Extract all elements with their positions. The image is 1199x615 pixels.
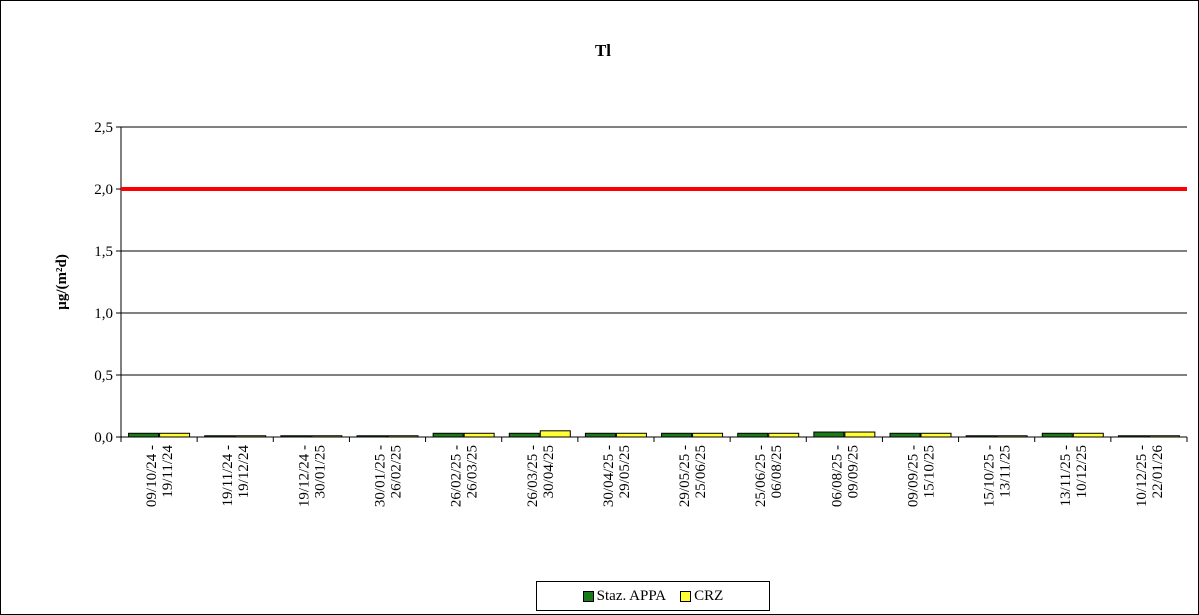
bar-crz-11 [996, 435, 1028, 438]
x-tick-label-7: 29/05/25 -25/06/25 [677, 445, 709, 507]
y-tick-label-1: 0,5 [94, 368, 113, 384]
bar-staz-appa-5 [508, 432, 540, 438]
legend-label-crz: CRZ [694, 587, 724, 604]
bar-crz-13 [1148, 435, 1180, 438]
x-tick-label-4: 26/02/25 -26/03/25 [449, 445, 481, 507]
x-tick-label-8: 25/06/25 -06/08/25 [753, 445, 785, 507]
legend: Staz. APPA CRZ [536, 581, 770, 611]
legend-label-staz-appa: Staz. APPA [596, 587, 667, 604]
y-tick-label-2: 1,0 [94, 306, 113, 322]
x-tick-label-12: 13/11/25 -10/12/25 [1058, 445, 1090, 507]
bar-crz-5 [539, 430, 571, 438]
x-tick-label-6: 30/04/25 -29/05/25 [601, 445, 633, 507]
x-tick-label-1: 19/11/24 -19/12/24 [220, 445, 252, 507]
bar-staz-appa-12 [1041, 432, 1073, 438]
y-tick-label-5: 2,5 [94, 120, 113, 136]
x-tick-label-5: 26/03/25 -30/04/25 [525, 445, 557, 507]
legend-swatch-staz-appa [582, 590, 594, 602]
bar-crz-12 [1072, 432, 1104, 438]
bar-crz-4 [463, 432, 495, 438]
bar-crz-2 [311, 435, 343, 438]
x-tick-label-13: 10/12/25 -22/01/26 [1134, 445, 1166, 508]
x-tick-label-9: 06/08/25 -09/09/25 [829, 445, 861, 507]
x-tick-label-3: 30/01/25 -26/02/25 [373, 445, 405, 507]
bar-staz-appa-0 [128, 432, 160, 438]
bar-staz-appa-7 [661, 432, 693, 438]
y-tick-label-4: 2,0 [94, 182, 113, 198]
bar-crz-9 [844, 431, 876, 438]
bar-crz-8 [768, 432, 800, 438]
x-tick-label-2: 19/12/24 -30/01/25 [296, 445, 328, 507]
x-tick-label-11: 15/10/25 -13/11/25 [982, 445, 1014, 507]
legend-swatch-crz [680, 590, 692, 602]
y-tick-label-0: 0,0 [94, 430, 113, 446]
x-tick-label-10: 09/09/25 -15/10/25 [906, 445, 938, 507]
bar-staz-appa-1 [204, 435, 236, 438]
bar-crz-7 [692, 432, 724, 438]
bar-staz-appa-4 [432, 432, 464, 438]
y-axis-label: µg/(m²d) [54, 254, 70, 310]
plot-area: 0,0 0,5 1,0 1,5 2,0 2,5 09/10/24 -19/11/24 19/1… [94, 120, 1188, 508]
bar-staz-appa-13 [1117, 435, 1149, 438]
bar-crz-10 [920, 432, 952, 438]
legend-item-staz-appa: Staz. APPA [582, 587, 667, 605]
legend-item-crz: CRZ [680, 588, 723, 605]
x-tick-label-0: 09/10/24 -19/11/24 [144, 445, 176, 508]
chart-title: Tl [595, 41, 611, 60]
bar-crz-6 [615, 432, 647, 438]
bar-crz-0 [159, 432, 191, 438]
y-tick-label-3: 1,5 [94, 244, 113, 260]
bar-staz-appa-11 [965, 435, 997, 438]
bar-crz-3 [387, 435, 419, 438]
bar-staz-appa-9 [813, 431, 845, 438]
bar-crz-1 [235, 435, 267, 438]
bar-staz-appa-3 [356, 435, 388, 438]
bar-staz-appa-10 [889, 432, 921, 438]
bar-staz-appa-2 [280, 435, 312, 438]
bar-staz-appa-6 [584, 432, 616, 438]
bar-staz-appa-8 [737, 432, 769, 438]
